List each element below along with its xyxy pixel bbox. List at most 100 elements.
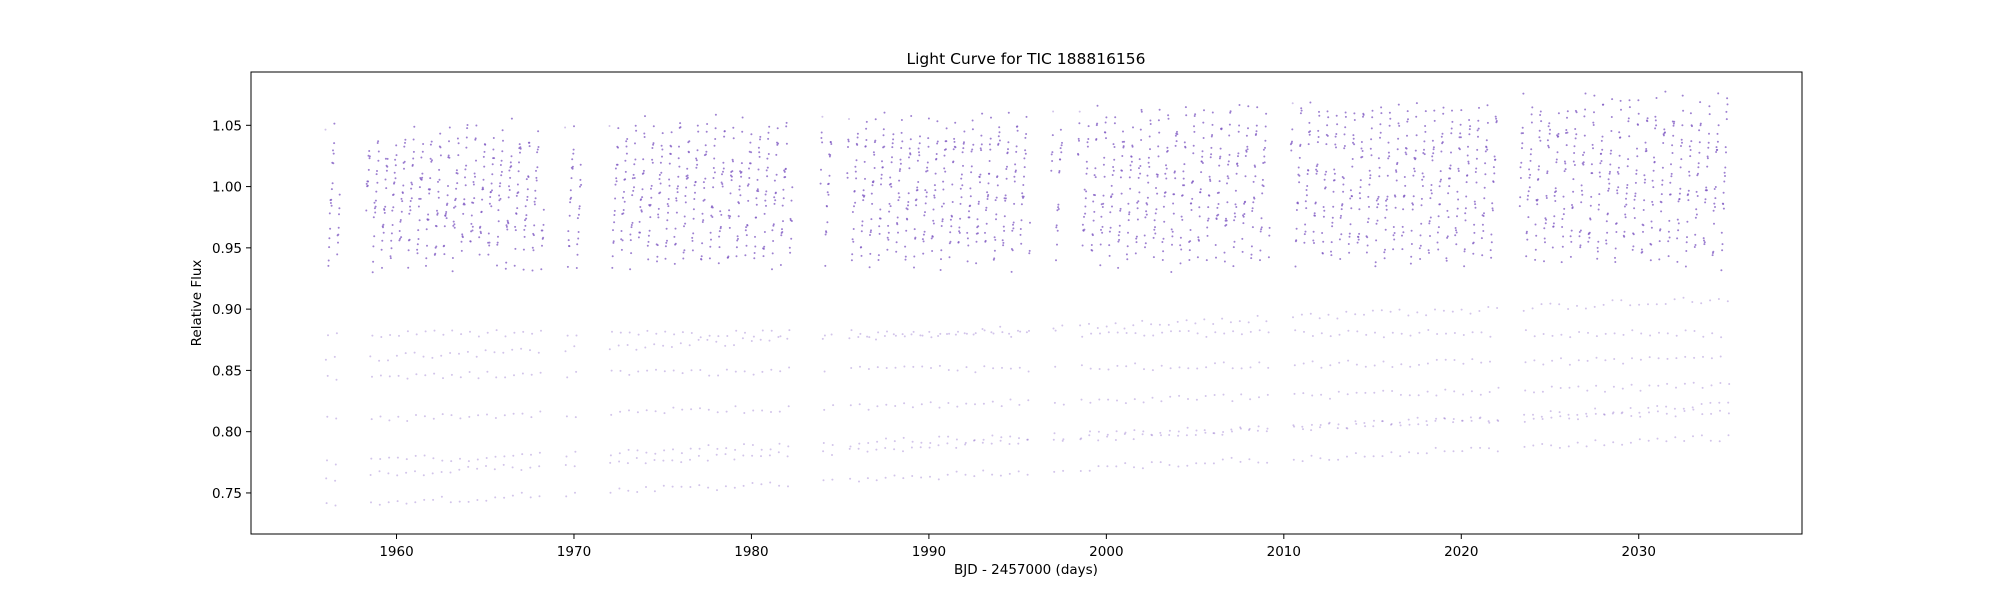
flux-point [663, 370, 666, 373]
flux-point [469, 330, 471, 333]
flux-point [1323, 209, 1326, 212]
flux-point [1637, 112, 1640, 115]
flux-point [1320, 393, 1323, 396]
flux-point [1090, 332, 1093, 335]
flux-point [1151, 369, 1154, 372]
flux-point [664, 257, 667, 260]
flux-point [991, 400, 994, 403]
flux-point [1003, 229, 1006, 232]
flux-point [737, 237, 739, 240]
flux-point [416, 252, 419, 255]
flux-point [1439, 170, 1442, 173]
flux-point [1676, 218, 1679, 221]
flux-point [761, 329, 764, 332]
flux-point [846, 172, 849, 175]
flux-point [1101, 206, 1104, 208]
flux-point [1612, 385, 1615, 388]
flux-point [1703, 241, 1706, 244]
flux-point [1334, 143, 1337, 146]
flux-point [744, 331, 746, 334]
flux-point [1616, 192, 1619, 195]
flux-point [1246, 148, 1249, 151]
flux-point [1158, 323, 1161, 326]
flux-point [1631, 357, 1633, 360]
flux-point [936, 120, 939, 123]
flux-point [622, 196, 624, 199]
flux-point [1726, 97, 1729, 100]
flux-point [478, 236, 481, 239]
flux-point [1617, 172, 1620, 175]
flux-point [1344, 115, 1347, 118]
flux-point [474, 175, 476, 178]
flux-point [708, 257, 711, 260]
flux-point [875, 338, 877, 341]
flux-point [1455, 243, 1458, 246]
flux-point [375, 173, 378, 176]
flux-point [381, 266, 383, 269]
flux-point [742, 454, 745, 457]
flux-point [947, 369, 950, 371]
flux-point [855, 159, 858, 162]
flux-point [1184, 106, 1187, 109]
flux-point [628, 373, 631, 376]
flux-point [1324, 173, 1327, 176]
flux-point [1179, 236, 1182, 239]
flux-point [652, 125, 655, 128]
flux-point [535, 179, 538, 182]
flux-point [422, 143, 425, 145]
flux-point [1626, 165, 1629, 168]
flux-point [1709, 439, 1712, 442]
flux-point [958, 226, 961, 229]
flux-point [390, 232, 393, 235]
flux-point [1572, 178, 1575, 181]
flux-point [337, 233, 340, 236]
flux-point [382, 226, 384, 229]
flux-point [1196, 256, 1199, 259]
flux-point [613, 214, 616, 216]
flux-point [998, 131, 1001, 134]
flux-point [1722, 207, 1725, 210]
flux-point [1654, 119, 1657, 122]
flux-point [1178, 330, 1181, 333]
flux-point [1593, 111, 1595, 114]
flux-point [1062, 438, 1065, 441]
flux-point [1544, 217, 1547, 220]
flux-point [1232, 265, 1235, 268]
flux-point [971, 119, 974, 122]
flux-point [1709, 299, 1712, 302]
flux-point [1432, 146, 1435, 149]
flux-point [1572, 190, 1575, 193]
flux-point [1323, 178, 1326, 181]
flux-point [1217, 191, 1220, 194]
flux-point [429, 177, 432, 180]
flux-point [467, 465, 470, 468]
flux-point [978, 176, 981, 178]
flux-point [1104, 131, 1107, 134]
flux-point [1014, 169, 1017, 172]
flux-point [1293, 392, 1296, 395]
flux-point [330, 188, 333, 191]
flux-point [1573, 164, 1576, 166]
flux-point [390, 247, 393, 250]
flux-point [681, 408, 684, 411]
flux-point [403, 167, 405, 170]
flux-point [849, 445, 852, 448]
flux-point [1329, 397, 1331, 400]
flux-point [568, 245, 571, 248]
flux-point [1006, 165, 1008, 168]
flux-point [1433, 119, 1436, 122]
flux-point [1209, 178, 1211, 181]
flux-point [831, 478, 834, 481]
flux-point [779, 370, 782, 373]
flux-point [701, 212, 704, 215]
flux-point [1543, 227, 1546, 230]
flux-point [1496, 450, 1499, 453]
flux-point [1183, 141, 1186, 144]
flux-point [1349, 197, 1352, 200]
flux-point [1239, 427, 1242, 430]
flux-point [1526, 198, 1529, 201]
flux-point [1085, 172, 1088, 175]
flux-point [930, 237, 933, 240]
flux-point [981, 328, 984, 330]
flux-point [1568, 363, 1571, 366]
